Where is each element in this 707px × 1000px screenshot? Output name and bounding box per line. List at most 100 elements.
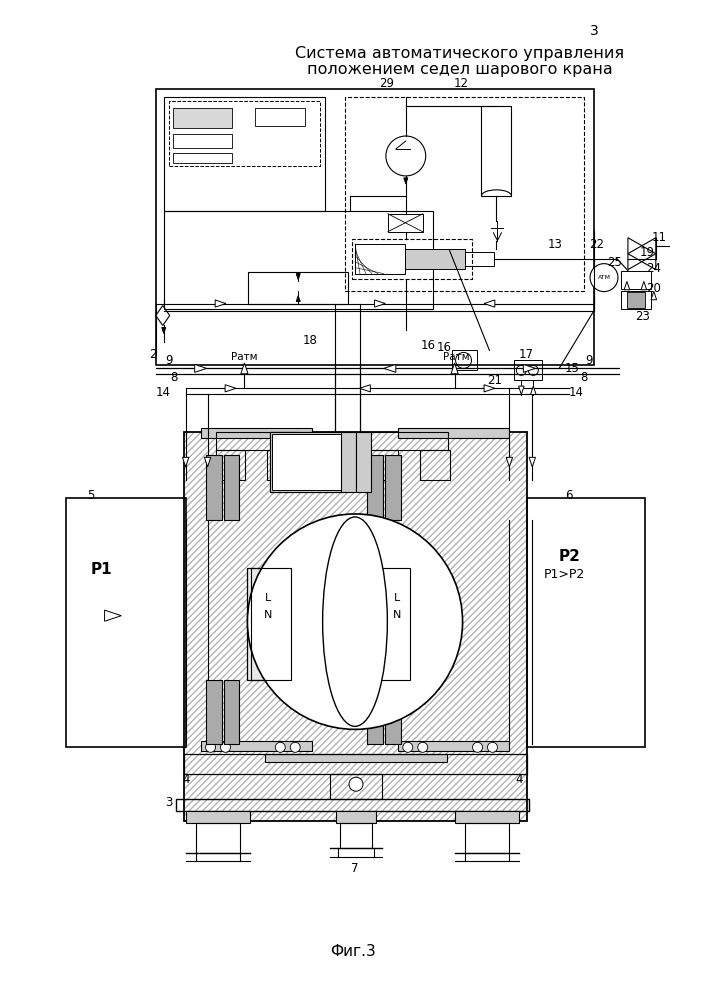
- Text: Система автоматического управления: Система автоматического управления: [295, 46, 624, 61]
- Bar: [330, 774, 382, 799]
- Bar: [355, 244, 405, 274]
- Polygon shape: [523, 364, 535, 372]
- Bar: [356, 432, 371, 492]
- Text: L: L: [265, 593, 271, 603]
- Text: Ратм: Ратм: [231, 352, 257, 362]
- Circle shape: [206, 742, 216, 752]
- Bar: [455, 811, 520, 823]
- Text: P1>P2: P1>P2: [544, 568, 585, 581]
- Text: 9: 9: [165, 354, 173, 367]
- Bar: [340, 823, 372, 848]
- Bar: [206, 455, 221, 520]
- Bar: [173, 153, 233, 163]
- Polygon shape: [296, 274, 300, 280]
- Text: 17: 17: [519, 348, 534, 361]
- Polygon shape: [162, 327, 165, 333]
- Bar: [184, 754, 527, 774]
- Bar: [216, 432, 297, 450]
- Bar: [164, 211, 433, 309]
- Polygon shape: [451, 363, 458, 374]
- Text: 16: 16: [420, 339, 436, 352]
- Bar: [247, 568, 296, 680]
- Bar: [248, 272, 348, 304]
- Bar: [464, 823, 509, 853]
- Text: N: N: [264, 610, 272, 620]
- Bar: [206, 680, 221, 744]
- Bar: [388, 214, 423, 232]
- Bar: [173, 134, 233, 148]
- Text: Фиг.3: Фиг.3: [330, 944, 376, 959]
- Bar: [370, 568, 410, 680]
- Text: 9: 9: [585, 354, 593, 367]
- Bar: [223, 455, 240, 520]
- Circle shape: [275, 742, 285, 752]
- Bar: [345, 97, 584, 291]
- Bar: [398, 428, 509, 438]
- Polygon shape: [484, 385, 495, 392]
- Text: 2: 2: [149, 348, 156, 361]
- Polygon shape: [194, 364, 206, 372]
- Text: 7: 7: [351, 862, 358, 875]
- Text: 8: 8: [170, 371, 177, 384]
- Bar: [481, 106, 511, 196]
- Polygon shape: [651, 291, 657, 300]
- Bar: [169, 101, 320, 166]
- Bar: [201, 741, 312, 751]
- Text: ATM: ATM: [597, 275, 611, 280]
- Polygon shape: [529, 457, 535, 467]
- Text: 22: 22: [590, 238, 604, 251]
- Text: 4: 4: [182, 773, 189, 786]
- Bar: [527, 498, 645, 747]
- Bar: [368, 432, 448, 450]
- Text: 6: 6: [566, 489, 573, 502]
- Circle shape: [221, 742, 230, 752]
- Bar: [367, 680, 383, 744]
- Circle shape: [291, 742, 300, 752]
- Bar: [164, 97, 325, 211]
- Text: L: L: [394, 593, 400, 603]
- Bar: [184, 432, 527, 821]
- Bar: [255, 108, 305, 126]
- Circle shape: [247, 514, 462, 729]
- Bar: [352, 239, 472, 279]
- Text: 21: 21: [487, 374, 502, 387]
- Bar: [216, 450, 245, 480]
- Bar: [252, 568, 291, 680]
- Text: 8: 8: [580, 371, 588, 384]
- Text: 23: 23: [636, 310, 650, 323]
- Bar: [367, 455, 383, 520]
- Bar: [265, 754, 447, 762]
- Bar: [196, 823, 240, 853]
- Bar: [336, 811, 376, 823]
- Ellipse shape: [322, 517, 387, 726]
- Text: 3: 3: [165, 796, 173, 809]
- Bar: [368, 450, 398, 480]
- Bar: [621, 271, 651, 289]
- Bar: [515, 360, 542, 380]
- Text: 5: 5: [88, 489, 95, 502]
- Text: 14: 14: [156, 386, 170, 399]
- Bar: [186, 811, 250, 823]
- Bar: [405, 249, 464, 269]
- Bar: [420, 450, 450, 480]
- Text: P2: P2: [559, 549, 580, 564]
- Polygon shape: [384, 364, 396, 372]
- Polygon shape: [360, 385, 370, 392]
- Bar: [223, 680, 240, 744]
- Polygon shape: [484, 300, 495, 307]
- Bar: [156, 89, 594, 365]
- Text: Ратм: Ратм: [443, 352, 470, 362]
- Text: 13: 13: [548, 238, 563, 251]
- Text: 29: 29: [380, 77, 395, 90]
- Bar: [267, 450, 297, 480]
- Text: 19: 19: [639, 246, 655, 259]
- Circle shape: [403, 742, 413, 752]
- Polygon shape: [404, 178, 408, 184]
- Circle shape: [590, 264, 618, 292]
- Circle shape: [487, 742, 498, 752]
- Bar: [201, 428, 312, 438]
- Bar: [464, 252, 494, 266]
- Bar: [270, 432, 343, 492]
- Text: 14: 14: [568, 386, 583, 399]
- Bar: [398, 741, 509, 751]
